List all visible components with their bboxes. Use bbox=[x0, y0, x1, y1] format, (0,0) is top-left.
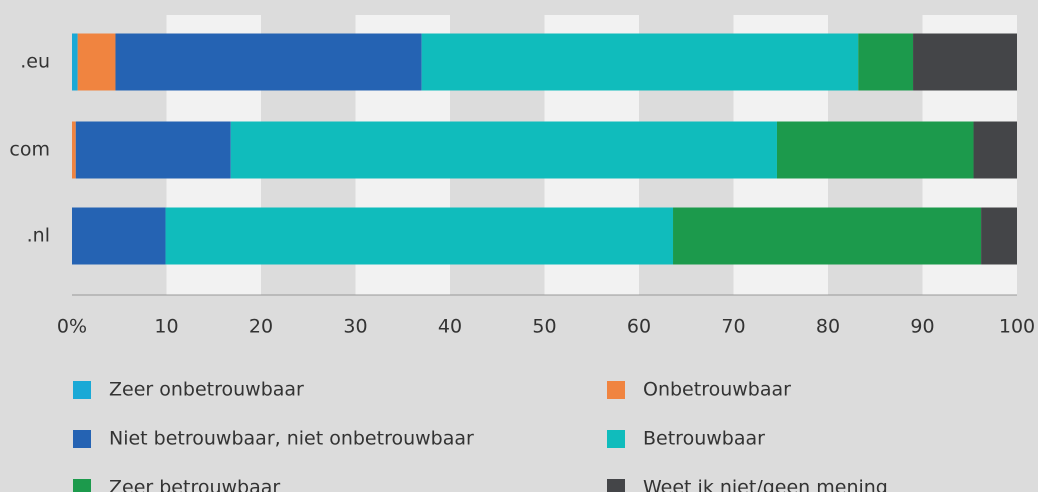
x-tick-label: 60 bbox=[627, 316, 651, 338]
x-tick-label: 100 bbox=[999, 316, 1035, 338]
bar-segment bbox=[165, 207, 674, 265]
bar-segment bbox=[72, 33, 78, 91]
x-tick-label: 0% bbox=[57, 316, 87, 338]
bar-segment bbox=[973, 121, 1017, 179]
category-label: .nl bbox=[27, 225, 50, 247]
category-label: com bbox=[9, 139, 50, 161]
x-tick-label: 10 bbox=[154, 316, 178, 338]
bar-segment bbox=[421, 33, 859, 91]
x-tick-label: 70 bbox=[721, 316, 745, 338]
bar-segment bbox=[77, 33, 116, 91]
legend-swatch bbox=[73, 479, 91, 492]
bar-segment bbox=[115, 33, 422, 91]
bar-segment bbox=[776, 121, 974, 179]
x-tick-label: 20 bbox=[249, 316, 273, 338]
bar-segment bbox=[858, 33, 914, 91]
legend-swatch bbox=[607, 430, 625, 448]
x-tick-label: 80 bbox=[816, 316, 840, 338]
x-tick-label: 50 bbox=[532, 316, 556, 338]
bar-segment bbox=[75, 121, 231, 179]
bar-segment bbox=[981, 207, 1017, 265]
legend-label: Niet betrouwbaar, niet onbetrouwbaar bbox=[109, 428, 474, 450]
category-label: .eu bbox=[20, 51, 50, 73]
legend-label: Weet ik niet/geen mening bbox=[643, 477, 888, 492]
x-tick-label: 30 bbox=[343, 316, 367, 338]
legend-swatch bbox=[73, 430, 91, 448]
legend-label: Betrouwbaar bbox=[643, 428, 765, 450]
x-tick-label: 40 bbox=[438, 316, 462, 338]
legend-label: Zeer betrouwbaar bbox=[109, 477, 280, 492]
legend-swatch bbox=[607, 381, 625, 399]
bar-segment bbox=[230, 121, 777, 179]
x-tick-label: 90 bbox=[910, 316, 934, 338]
bar-segment bbox=[72, 121, 76, 179]
bar-segment bbox=[72, 207, 166, 265]
legend-label: Zeer onbetrouwbaar bbox=[109, 379, 304, 401]
bar-segment bbox=[673, 207, 982, 265]
legend-label: Onbetrouwbaar bbox=[643, 379, 791, 401]
bar-segment bbox=[913, 33, 1017, 91]
legend-swatch bbox=[607, 479, 625, 492]
legend-swatch bbox=[73, 381, 91, 399]
